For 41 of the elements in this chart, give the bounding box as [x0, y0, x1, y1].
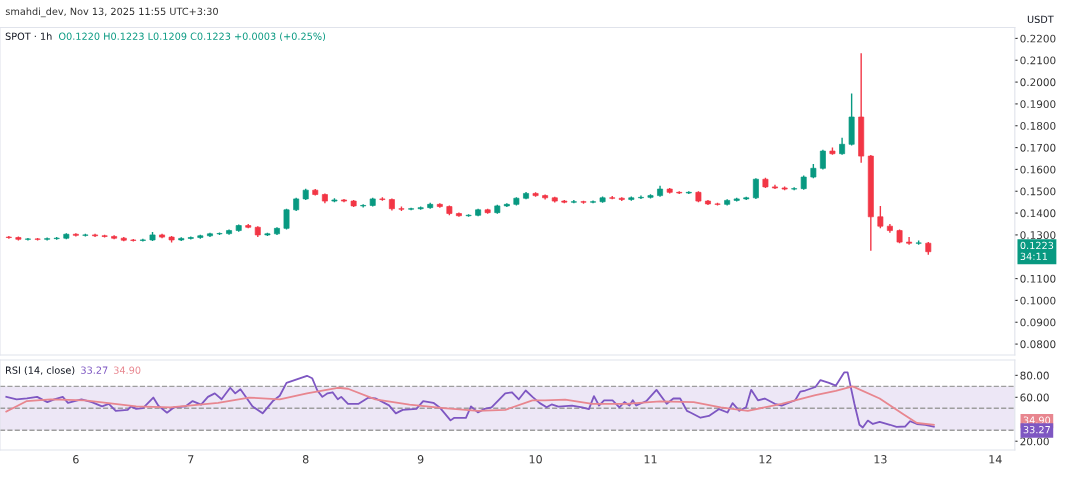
candlestick	[877, 205, 884, 230]
x-tick-label: 6	[73, 455, 79, 464]
y-tick-label: 0.1700	[1020, 143, 1056, 152]
y-tick-label: 0.2000	[1020, 78, 1056, 87]
annotation: O0.1220 H0.1223 L0.1209 C0.1223 +0.0003 (+0.25%)	[58, 32, 326, 42]
text: USDT	[1027, 15, 1054, 23]
y-tick-label: 0.1600	[1020, 165, 1056, 174]
y-tick-label: 0.1100	[1020, 274, 1056, 283]
annotation: 34.90	[113, 366, 141, 374]
candlestick	[906, 236, 913, 246]
y-tick-label: 0.2100	[1020, 56, 1056, 65]
text: 34:11	[1020, 252, 1048, 260]
y-tick-label: 80.00	[1020, 371, 1049, 380]
x-tick-label: 9	[417, 455, 424, 464]
x-tick-label: 14	[989, 455, 1002, 464]
y-tick-label: 0.1300	[1020, 231, 1056, 240]
y-tick-label: 20.00	[1020, 437, 1049, 446]
candlestick	[752, 177, 759, 200]
y-tick-label: 0.0800	[1020, 340, 1056, 349]
y-tick-label: 0.1900	[1020, 100, 1056, 109]
x-tick-label: 11	[644, 455, 657, 464]
text: 0.1223	[1020, 241, 1054, 250]
x-tick-label: 12	[759, 455, 772, 464]
x-tick-label: 8	[302, 455, 309, 464]
y-tick-label: 0.1800	[1020, 121, 1056, 130]
y-tick-label: 0.2200	[1020, 34, 1056, 43]
x-tick-label: 7	[188, 455, 194, 464]
y-tick-label: 60.00	[1020, 393, 1049, 402]
y-tick-label: 0.0900	[1020, 318, 1056, 327]
text: 34.90	[1023, 416, 1051, 424]
text: smahdi_dev, Nov 13, 2025 11:55 UTC+3:30	[5, 7, 218, 18]
y-tick-label: 0.1400	[1020, 209, 1056, 218]
x-tick-label: 10	[529, 455, 542, 464]
annotation: 33.27	[81, 366, 108, 374]
y-tick-label: 0.1000	[1020, 296, 1056, 305]
line-series	[5, 385, 935, 426]
text: RSI (14, close)	[6, 366, 75, 375]
text: 33.27	[1023, 425, 1050, 434]
chart-title: SPOT · 1h	[5, 32, 52, 40]
x-tick-label: 13	[874, 455, 887, 464]
y-tick-label: 0.1500	[1020, 187, 1056, 196]
